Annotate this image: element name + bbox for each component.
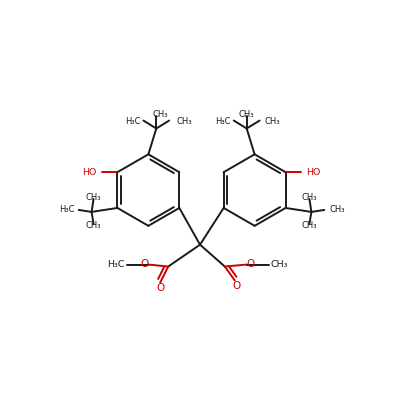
Text: O: O	[156, 283, 164, 293]
Text: CH₃: CH₃	[176, 117, 192, 126]
Text: CH₃: CH₃	[152, 110, 168, 119]
Text: CH₃: CH₃	[239, 110, 254, 119]
Text: CH₃: CH₃	[86, 192, 101, 202]
Text: H₃C: H₃C	[107, 260, 124, 269]
Text: CH₃: CH₃	[270, 260, 288, 269]
Text: CH₃: CH₃	[302, 192, 317, 202]
Text: H₃C: H₃C	[59, 206, 75, 214]
Text: H₃C: H₃C	[215, 117, 231, 126]
Text: HO: HO	[82, 168, 96, 177]
Text: CH₃: CH₃	[264, 117, 280, 126]
Text: CH₃: CH₃	[329, 206, 345, 214]
Text: CH₃: CH₃	[302, 221, 317, 230]
Text: CH₃: CH₃	[86, 221, 101, 230]
Text: HO: HO	[306, 168, 321, 177]
Text: O: O	[140, 258, 148, 268]
Text: O: O	[246, 258, 255, 268]
Text: H₃C: H₃C	[125, 117, 140, 126]
Text: O: O	[233, 281, 241, 291]
